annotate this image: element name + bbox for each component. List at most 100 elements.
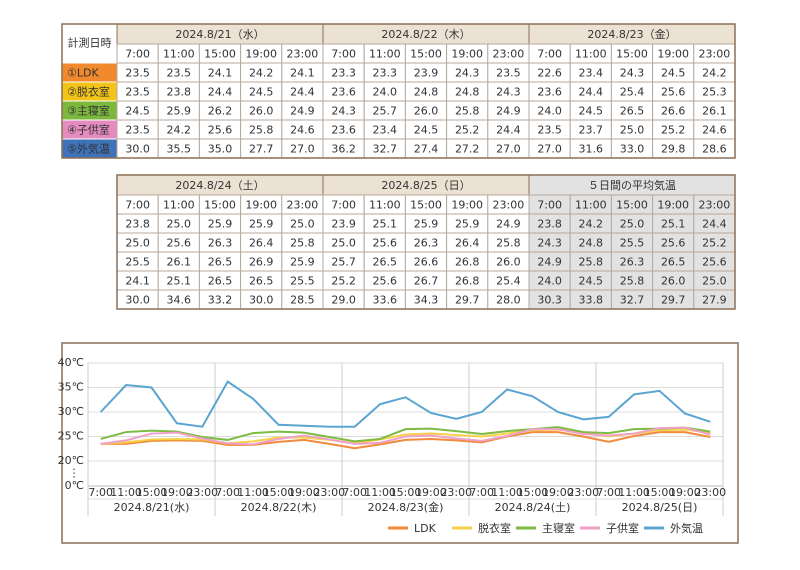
day-header: 2024.8/24（土） xyxy=(175,179,264,192)
cell-value: 34.3 xyxy=(414,294,439,307)
cell-value: 25.8 xyxy=(290,237,315,250)
cell-value: 26.4 xyxy=(249,237,274,250)
cell-value: 26.3 xyxy=(208,237,233,250)
cell-value: 25.7 xyxy=(331,256,356,269)
cell-value: 24.5 xyxy=(125,105,150,118)
cell-value: 23.8 xyxy=(537,218,562,231)
cell-value: 28.6 xyxy=(702,143,727,156)
cell-value: 24.4 xyxy=(702,218,727,231)
cell-value: 24.6 xyxy=(290,124,315,137)
cell-value: 23.3 xyxy=(373,67,398,80)
cell-value: 23.6 xyxy=(537,86,562,99)
cell-value: 26.8 xyxy=(455,256,480,269)
cell-value: 25.9 xyxy=(455,218,480,231)
cell-value: 26.5 xyxy=(208,275,233,288)
legend-label: 子供室 xyxy=(606,521,639,535)
cell-value: 24.4 xyxy=(579,86,604,99)
row-label: ③主寝室 xyxy=(67,104,110,118)
cell-value: 24.2 xyxy=(579,218,604,231)
cell-value: 26.5 xyxy=(208,256,233,269)
time-label: 7:00 xyxy=(125,48,150,61)
cell-value: 27.4 xyxy=(414,143,439,156)
cell-value: 26.8 xyxy=(455,275,480,288)
day-label: 2024.8/22(木) xyxy=(241,501,317,514)
time-label: 7:00 xyxy=(537,199,562,212)
x-tick-label: 19:00 xyxy=(669,486,701,499)
legend-label: 外気温 xyxy=(670,521,703,535)
cell-value: 23.6 xyxy=(331,124,356,137)
cell-value: 29.8 xyxy=(661,143,686,156)
cell-value: 25.8 xyxy=(579,256,604,269)
cell-value: 24.6 xyxy=(702,124,727,137)
cell-value: 26.3 xyxy=(414,237,439,250)
cell-value: 27.2 xyxy=(455,143,480,156)
time-label: 23:00 xyxy=(287,199,319,212)
cell-value: 25.0 xyxy=(331,237,356,250)
day-label: 2024.8/23(金) xyxy=(368,500,444,514)
time-label: 11:00 xyxy=(575,48,607,61)
axis-break: ⋮ xyxy=(69,467,80,480)
cell-value: 24.8 xyxy=(455,86,480,99)
cell-value: 26.0 xyxy=(249,105,274,118)
cell-value: 34.6 xyxy=(167,294,192,307)
cell-value: 24.3 xyxy=(455,67,480,80)
cell-value: 23.7 xyxy=(579,124,604,137)
cell-value: 29.7 xyxy=(661,294,686,307)
cell-value: 26.1 xyxy=(167,256,192,269)
cell-value: 23.3 xyxy=(331,67,356,80)
cell-value: 23.5 xyxy=(125,124,150,137)
cell-value: 26.0 xyxy=(661,275,686,288)
cell-value: 23.5 xyxy=(496,67,521,80)
cell-value: 25.6 xyxy=(167,237,192,250)
cell-value: 30.0 xyxy=(249,294,274,307)
legend-label: 脱衣室 xyxy=(478,521,511,535)
table-border xyxy=(61,23,736,159)
cell-value: 24.5 xyxy=(414,124,439,137)
time-label: 19:00 xyxy=(657,48,689,61)
cell-value: 27.7 xyxy=(249,143,274,156)
cell-value: 25.9 xyxy=(414,218,439,231)
cell-value: 31.6 xyxy=(579,143,604,156)
legend-label: LDK xyxy=(414,522,437,535)
row-label: ④子供室 xyxy=(67,123,110,137)
cell-value: 26.9 xyxy=(249,256,274,269)
cell-value: 32.7 xyxy=(620,294,645,307)
cell-value: 23.5 xyxy=(125,86,150,99)
day-header: ５日間の平均気温 xyxy=(588,178,676,192)
cell-value: 33.2 xyxy=(208,294,233,307)
cell-value: 24.0 xyxy=(373,86,398,99)
cell-value: 32.7 xyxy=(373,143,398,156)
series-line xyxy=(100,431,711,450)
cell-value: 25.2 xyxy=(455,124,480,137)
cell-value: 22.6 xyxy=(537,67,562,80)
x-tick-label: 19:00 xyxy=(161,486,193,499)
time-label: 11:00 xyxy=(575,199,607,212)
cell-value: 23.5 xyxy=(167,67,192,80)
cell-value: 30.0 xyxy=(125,143,150,156)
cell-value: 25.0 xyxy=(702,275,727,288)
cell-value: 26.5 xyxy=(661,256,686,269)
cell-value: 24.5 xyxy=(579,275,604,288)
time-label: 23:00 xyxy=(699,199,731,212)
cell-value: 23.8 xyxy=(167,86,192,99)
x-tick-label: 23:00 xyxy=(313,486,345,499)
cell-value: 24.4 xyxy=(208,86,233,99)
x-tick-label: 15:00 xyxy=(644,486,676,499)
legend-label: 主寝室 xyxy=(542,521,575,535)
cell-value: 30.3 xyxy=(537,294,562,307)
cell-value: 24.8 xyxy=(414,86,439,99)
corner-cell xyxy=(61,23,118,64)
cell-value: 24.3 xyxy=(537,237,562,250)
time-label: 11:00 xyxy=(163,48,195,61)
day-header: 2024.8/21（水） xyxy=(175,28,264,41)
y-tick-label: 0℃ xyxy=(65,479,84,492)
time-label: 15:00 xyxy=(616,199,648,212)
cell-value: 23.8 xyxy=(125,218,150,231)
time-label: 11:00 xyxy=(369,199,401,212)
time-label: 15:00 xyxy=(410,199,442,212)
cell-value: 23.4 xyxy=(373,124,398,137)
cell-value: 27.0 xyxy=(496,143,521,156)
cell-value: 26.7 xyxy=(414,275,439,288)
